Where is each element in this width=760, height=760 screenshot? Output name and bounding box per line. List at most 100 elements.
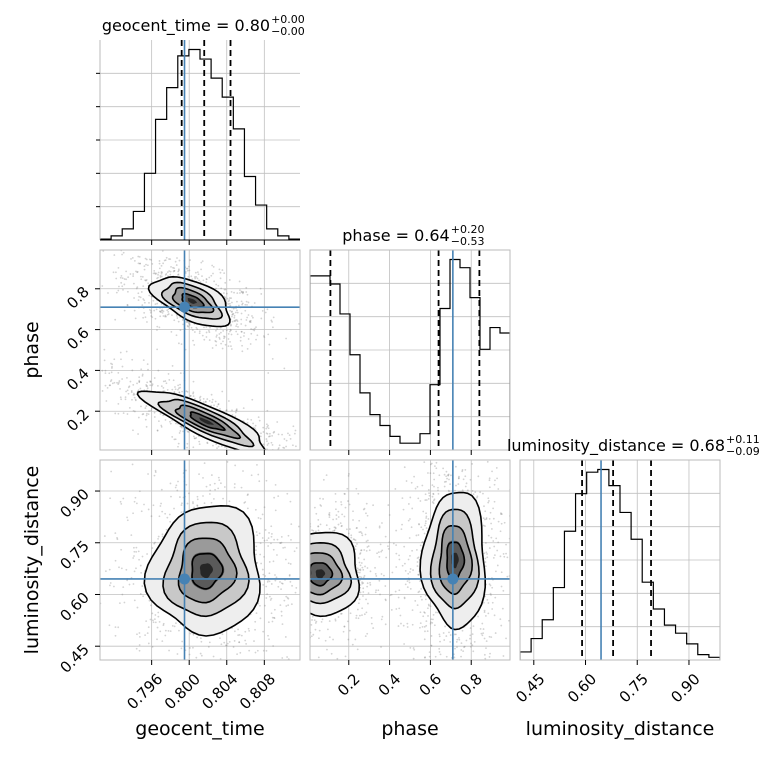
scatter-point — [487, 612, 490, 615]
scatter-point — [90, 545, 92, 547]
scatter-point — [251, 315, 253, 317]
scatter-point — [123, 601, 126, 604]
scatter-point — [149, 380, 152, 383]
scatter-point — [178, 259, 181, 262]
scatter-point — [271, 581, 273, 583]
scatter-point — [245, 319, 248, 321]
scatter-point — [340, 501, 342, 503]
scatter-point — [282, 500, 284, 502]
scatter-point — [262, 562, 264, 564]
scatter-point — [282, 413, 284, 415]
scatter-point — [425, 515, 428, 518]
scatter-point — [88, 490, 90, 492]
scatter-point — [297, 525, 300, 528]
scatter-point — [461, 489, 464, 492]
scatter-point — [232, 646, 235, 648]
scatter-point — [146, 632, 149, 634]
scatter-point — [189, 394, 192, 397]
scatter-point — [156, 638, 158, 641]
scatter-point — [355, 527, 358, 530]
scatter-point — [304, 546, 306, 548]
scatter-point — [166, 313, 169, 316]
scatter-point — [456, 638, 459, 641]
scatter-point — [233, 291, 235, 294]
scatter-point — [268, 465, 270, 467]
scatter-point — [247, 627, 250, 630]
scatter-point — [240, 318, 243, 321]
scatter-point — [272, 592, 274, 594]
scatter-point — [363, 613, 366, 616]
scatter-point — [246, 293, 249, 296]
scatter-point — [293, 523, 295, 525]
scatter-point — [291, 453, 293, 455]
scatter-point — [300, 552, 302, 554]
scatter-point — [262, 461, 264, 463]
scatter-point — [227, 333, 230, 335]
scatter-point — [212, 457, 214, 459]
scatter-point — [149, 309, 151, 311]
scatter-point — [226, 297, 229, 300]
scatter-point — [164, 274, 167, 276]
scatter-point — [287, 556, 289, 558]
truth-marker — [447, 573, 459, 585]
scatter-point — [233, 314, 236, 317]
scatter-point — [138, 644, 141, 646]
scatter-point — [378, 525, 381, 528]
scatter-point — [224, 457, 226, 459]
scatter-point — [180, 647, 183, 650]
scatter-point — [186, 267, 189, 270]
scatter-point — [151, 384, 154, 387]
scatter-point — [241, 350, 244, 353]
scatter-point — [204, 667, 206, 669]
scatter-point — [273, 625, 275, 627]
scatter-point — [157, 535, 160, 538]
scatter-point — [452, 684, 454, 686]
scatter-point — [359, 569, 362, 572]
scatter-point — [108, 568, 111, 571]
scatter-point — [93, 262, 95, 264]
scatter-point — [414, 391, 416, 393]
scatter-point — [254, 620, 257, 623]
scatter-point — [456, 451, 458, 453]
tick-label-x-geocent_time: 0.804 — [198, 670, 241, 713]
scatter-point — [224, 296, 227, 299]
scatter-point — [177, 387, 180, 390]
scatter-point — [305, 545, 307, 547]
scatter-point — [190, 326, 193, 329]
scatter-point — [321, 618, 324, 621]
scatter-point — [365, 526, 367, 529]
scatter-point — [488, 635, 491, 638]
scatter-point — [144, 316, 147, 319]
scatter-point — [173, 391, 176, 394]
scatter-point — [186, 325, 189, 327]
scatter-point — [296, 483, 298, 485]
scatter-point — [212, 655, 215, 658]
scatter-point — [159, 274, 162, 277]
scatter-point — [169, 422, 172, 425]
scatter-point — [193, 344, 196, 346]
scatter-point — [282, 560, 284, 562]
scatter-point — [502, 553, 505, 555]
scatter-point — [378, 579, 381, 582]
scatter-point — [258, 480, 261, 483]
scatter-point — [262, 649, 265, 652]
scatter-point — [252, 422, 254, 425]
truth-marker — [179, 301, 191, 313]
scatter-point — [268, 531, 270, 534]
scatter-point — [120, 358, 122, 361]
scatter-point — [304, 558, 306, 560]
scatter-point — [111, 367, 113, 369]
scatter-point — [221, 390, 224, 393]
scatter-point — [429, 457, 431, 459]
scatter-point — [225, 644, 227, 647]
scatter-point — [169, 420, 171, 423]
scatter-point — [499, 555, 502, 558]
scatter-point — [397, 433, 399, 435]
scatter-point — [217, 403, 220, 405]
scatter-point — [160, 264, 163, 267]
scatter-point — [146, 321, 148, 323]
scatter-point — [365, 540, 368, 543]
scatter-point — [445, 475, 448, 478]
scatter-point — [420, 526, 423, 529]
scatter-point — [417, 591, 420, 594]
